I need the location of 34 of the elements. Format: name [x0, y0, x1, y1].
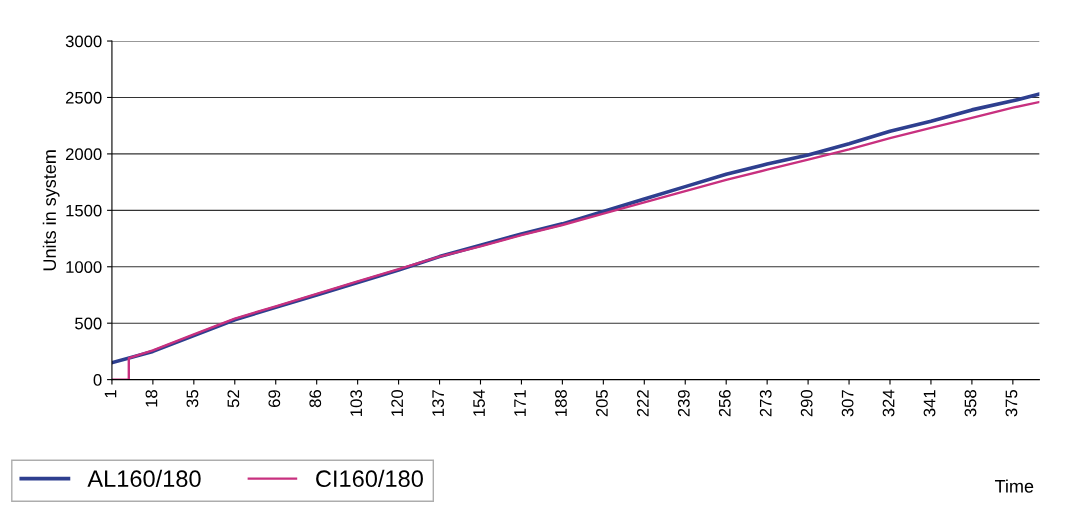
y-tick-label: 500 [75, 317, 102, 330]
x-tick-label: 205 [596, 390, 608, 417]
y-tick-label: 2000 [65, 148, 102, 161]
x-tick-label: 239 [677, 390, 690, 417]
x-tick-label: 256 [718, 390, 731, 417]
x-tick-label: 52 [227, 390, 240, 408]
y-tick-label: 3000 [65, 35, 102, 48]
x-tick-label: 171 [514, 390, 526, 416]
x-tick-label: 324 [882, 389, 895, 417]
legend-label: CI160/180 [316, 469, 423, 488]
legend-label: AL160/180 [87, 469, 201, 488]
x-tick-label: 69 [268, 390, 281, 408]
x-tick-label: 222 [636, 390, 649, 417]
x-tick-label: 307 [841, 390, 854, 417]
x-tick-label: 1 [104, 390, 117, 398]
x-tick-label: 86 [309, 390, 322, 408]
x-tick-label: 273 [759, 390, 772, 417]
x-tick-label: 341 [923, 390, 936, 417]
x-tick-label: 103 [350, 390, 363, 416]
x-tick-label: 188 [555, 390, 567, 416]
y-tick-label: 1500 [66, 204, 102, 217]
x-axis-title: Time [994, 479, 1034, 493]
x-tick-label: 290 [800, 389, 813, 417]
x-tick-label: 137 [432, 390, 445, 416]
x-tick-label: 154 [473, 389, 485, 416]
x-tick-label: 18 [145, 390, 158, 407]
x-tick-label: 358 [964, 390, 977, 417]
y-tick-label: 0 [93, 374, 102, 386]
y-tick-label: 1000 [66, 261, 102, 273]
y-tick-label: 2500 [65, 91, 102, 104]
x-tick-label: 120 [391, 389, 404, 416]
x-tick-label: 375 [1005, 390, 1018, 417]
y-axis-title: Units in system [42, 150, 60, 271]
x-tick-label: 35 [186, 390, 199, 408]
